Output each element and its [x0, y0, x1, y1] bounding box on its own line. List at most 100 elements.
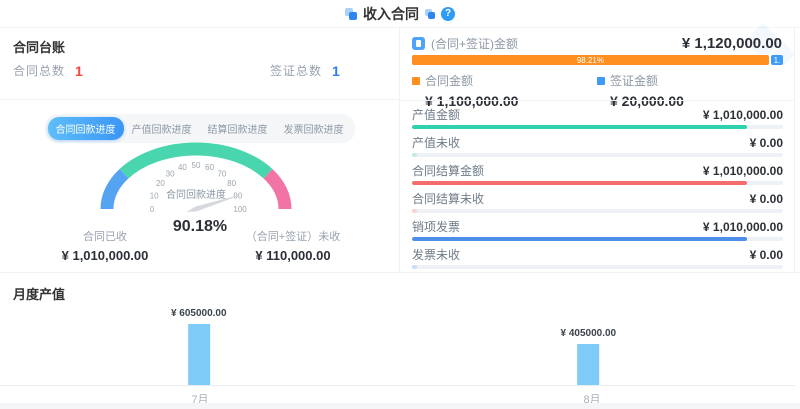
bar-july[interactable] — [187, 324, 210, 385]
metric-progress-track — [412, 181, 783, 185]
unreceived-label: （合同+签证）未收 — [245, 231, 341, 243]
metric-row-output-invoice: 销项发票 ¥ 1,010,000.00 — [412, 219, 783, 241]
collection-progress-gauge: 合同回款进度 0102030405060708090100 — [100, 142, 292, 214]
gauge-value: 90.18% — [172, 218, 228, 235]
stat-label: 签证总数 — [270, 64, 323, 78]
metric-label: 发票未收 — [412, 248, 461, 262]
copy-icon[interactable] — [345, 7, 357, 20]
gauge-needle — [186, 193, 246, 213]
legend-label: 签证金额 — [610, 74, 659, 88]
contract-ledger-panel: 合同台账 合同总数 1 签证总数 1 合同回款进度 产值回款进度 结算回款进度 … — [0, 28, 400, 272]
document-icon — [412, 37, 425, 50]
gauge-segment — [100, 168, 129, 210]
metric-progress-fill — [412, 209, 418, 213]
unreceived-stat: （合同+签证）未收 ¥ 110,000.00 — [218, 228, 368, 263]
metric-value: ¥ 0.00 — [749, 191, 783, 206]
metric-value: ¥ 1,010,000.00 — [702, 219, 783, 234]
tab-output-collection[interactable]: 产值回款进度 — [131, 125, 192, 136]
metric-value: ¥ 0.00 — [749, 247, 783, 262]
divider — [400, 100, 794, 101]
gauge-tick-label: 40 — [178, 163, 187, 172]
metric-value: ¥ 1,010,000.00 — [702, 163, 783, 178]
stat-value: 1 — [332, 62, 340, 79]
metric-progress-fill — [412, 153, 418, 157]
metric-progress-track — [412, 209, 783, 213]
amount-total: ¥ 1,120,000.00 — [681, 35, 782, 52]
gauge-tick-label: 50 — [192, 161, 201, 170]
monthly-output-section: 月度产值 ¥ 605000.00 ¥ 405000.00 7月 8月 — [0, 272, 800, 406]
amount-summary-panel: (合同+签证)金额 ¥ 1,120,000.00 98.21% 1. 合同金额 … — [400, 22, 796, 275]
bar-group-july: ¥ 605000.00 — [171, 308, 227, 385]
gauge-segment — [263, 168, 292, 210]
gauge-title: 合同回款进度 — [166, 188, 226, 201]
metric-row-invoice-unreceived: 发票未收 ¥ 0.00 — [412, 247, 783, 269]
gauge-segment — [119, 142, 273, 179]
amount-title: (合同+签证)金额 — [431, 37, 519, 51]
stat-value: 1 — [75, 62, 83, 79]
monthly-title: 月度产值 — [13, 287, 66, 302]
metric-value: ¥ 1,010,000.00 — [702, 107, 783, 122]
metric-label: 产值金额 — [412, 108, 461, 122]
help-icon[interactable]: ? — [441, 6, 455, 21]
gauge-tick-label: 20 — [156, 179, 165, 188]
monthly-bar-chart: ¥ 605000.00 ¥ 405000.00 — [0, 301, 795, 386]
gauge-tick-label: 60 — [205, 163, 214, 172]
metric-label: 销项发票 — [412, 220, 461, 234]
progress-tabs-row: 合同回款进度 产值回款进度 结算回款进度 发票回款进度 — [0, 114, 399, 143]
metric-row-settlement-unreceived: 合同结算未收 ¥ 0.00 — [412, 191, 783, 213]
bar-value-label: ¥ 605000.00 — [170, 308, 227, 319]
gauge-tick-label: 10 — [150, 191, 159, 200]
legend-contract-amount: 合同金额 ¥ 1,100,000.00 — [412, 72, 597, 109]
gauge-tick-label: 0 — [150, 205, 155, 214]
stat-label: 合同总数 — [13, 64, 66, 78]
received-label: 合同已收 — [83, 231, 127, 243]
received-stat: 合同已收 ¥ 1,010,000.00 — [30, 228, 180, 263]
amount-legend: 合同金额 ¥ 1,100,000.00 签证金额 ¥ 20,000.00 — [412, 72, 782, 109]
metric-progress-track — [412, 125, 783, 129]
gauge-tick-label: 100 — [233, 205, 247, 214]
metric-rows: 产值金额 ¥ 1,010,000.00 产值未收 ¥ 0.00 合同结算金额 ¥ 1,… — [412, 107, 783, 275]
tab-settlement-collection[interactable]: 结算回款进度 — [207, 125, 268, 136]
metric-label: 产值未收 — [412, 136, 461, 150]
contract-amount-segment: 98.21% — [412, 55, 769, 65]
amount-split-bar: 98.21% 1. — [412, 55, 783, 65]
page-background-strip — [0, 403, 800, 409]
bar-august[interactable] — [577, 344, 600, 385]
metric-row-settlement-amount: 合同结算金额 ¥ 1,010,000.00 — [412, 163, 783, 185]
legend-visa-amount: 签证金额 ¥ 20,000.00 — [597, 72, 782, 109]
bar-value-label: ¥ 405000.00 — [560, 328, 617, 339]
gauge-tick-label: 70 — [217, 169, 226, 178]
metric-progress-fill — [412, 265, 418, 269]
metric-row-output-amount: 产值金额 ¥ 1,010,000.00 — [412, 107, 783, 129]
metric-progress-track — [412, 265, 783, 269]
gauge-tick-label: 80 — [227, 179, 236, 188]
ledger-title: 合同台账 — [13, 40, 66, 55]
bar-group-august: ¥ 405000.00 — [560, 328, 616, 385]
metric-progress-fill — [412, 237, 747, 241]
progress-tabs: 合同回款进度 产值回款进度 结算回款进度 发票回款进度 — [44, 114, 355, 143]
metric-value: ¥ 0.00 — [749, 135, 783, 150]
legend-value: ¥ 20,000.00 — [610, 93, 684, 109]
unreceived-value: ¥ 110,000.00 — [255, 248, 331, 263]
metric-label: 合同结算金额 — [412, 164, 485, 178]
metric-progress-track — [412, 153, 783, 157]
metric-progress-fill — [412, 181, 747, 185]
legend-swatch — [597, 76, 605, 85]
metric-progress-track — [412, 237, 783, 241]
metric-label: 合同结算未收 — [412, 192, 485, 206]
tab-invoice-collection[interactable]: 发票回款进度 — [283, 125, 344, 136]
metric-progress-fill — [412, 125, 747, 129]
legend-swatch — [412, 76, 420, 85]
received-value: ¥ 1,010,000.00 — [61, 248, 149, 263]
tab-contract-collection[interactable]: 合同回款进度 — [47, 117, 124, 140]
divider — [0, 99, 399, 100]
amount-header: (合同+签证)金额 ¥ 1,120,000.00 — [412, 35, 782, 52]
visa-amount-segment: 1. — [770, 55, 783, 65]
page-header: 收入合同 ? — [0, 0, 800, 28]
copy-small-icon[interactable] — [425, 8, 435, 19]
page-title: 收入合同 — [363, 5, 419, 22]
stat-visa-count: 签证总数 1 — [270, 62, 340, 79]
stat-contract-count: 合同总数 1 — [13, 62, 83, 79]
metric-row-output-unreceived: 产值未收 ¥ 0.00 — [412, 135, 783, 157]
